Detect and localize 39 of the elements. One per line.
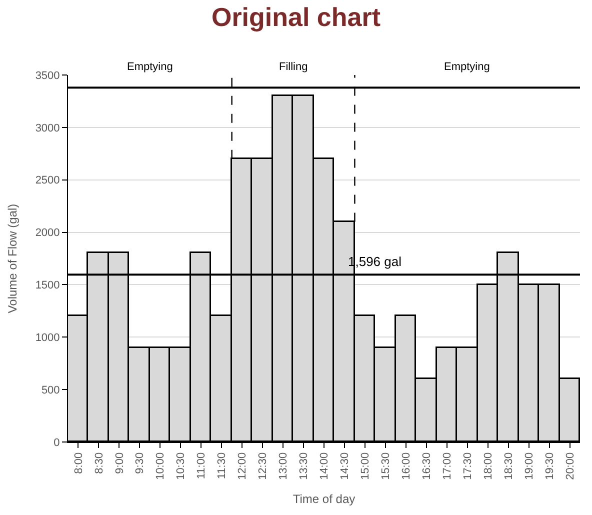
x-tick-label: 20:00 xyxy=(564,452,576,480)
y-axis-title: Volume of Flow (gal) xyxy=(6,204,20,314)
y-tick-label: 2000 xyxy=(35,227,60,240)
y-tick-label: 3500 xyxy=(35,70,60,82)
x-tick-label: 10:00 xyxy=(154,452,167,480)
x-tick-label: 11:30 xyxy=(216,452,228,480)
x-tick-label: 18:00 xyxy=(482,452,494,480)
x-tick-label: 11:00 xyxy=(196,452,208,480)
text: Filling xyxy=(279,61,308,73)
x-tick-label: 15:30 xyxy=(380,452,392,480)
y-tick-label: 2500 xyxy=(35,174,60,187)
x-tick-label: 12:00 xyxy=(236,452,249,480)
y-tick-label: 1500 xyxy=(35,280,60,292)
y-tick-label: 1000 xyxy=(35,332,60,344)
y-tick-label: 500 xyxy=(41,384,60,396)
x-tick-label: 10:30 xyxy=(175,452,188,480)
text: Emptying xyxy=(127,61,173,73)
x-tick-label: 15:00 xyxy=(360,452,372,480)
x-tick-label: 17:30 xyxy=(462,452,474,480)
x-tick-label: 13:30 xyxy=(298,452,310,480)
x-tick-label: 16:00 xyxy=(400,452,412,480)
x-tick-label: 8:00 xyxy=(72,452,85,474)
x-tick-label: 14:00 xyxy=(318,452,331,480)
chart-title: Original chart xyxy=(211,2,381,32)
x-tick-label: 14:30 xyxy=(339,452,352,480)
x-tick-label: 9:30 xyxy=(134,452,146,474)
text: Emptying xyxy=(444,61,490,73)
x-axis-title: Time of day xyxy=(292,492,356,506)
x-tick-label: 17:00 xyxy=(441,452,454,480)
x-tick-label: 13:00 xyxy=(278,452,290,480)
y-tick-label: 0 xyxy=(54,436,60,449)
x-tick-label: 19:30 xyxy=(544,452,556,480)
y-tick-label: 3000 xyxy=(35,122,60,134)
x-tick-label: 12:30 xyxy=(257,452,270,480)
x-tick-label: 18:30 xyxy=(502,452,515,480)
x-tick-label: 9:00 xyxy=(114,452,126,474)
x-tick-label: 16:30 xyxy=(420,452,433,480)
x-tick-label: 19:00 xyxy=(523,452,536,480)
x-tick-label: 8:30 xyxy=(93,452,106,474)
